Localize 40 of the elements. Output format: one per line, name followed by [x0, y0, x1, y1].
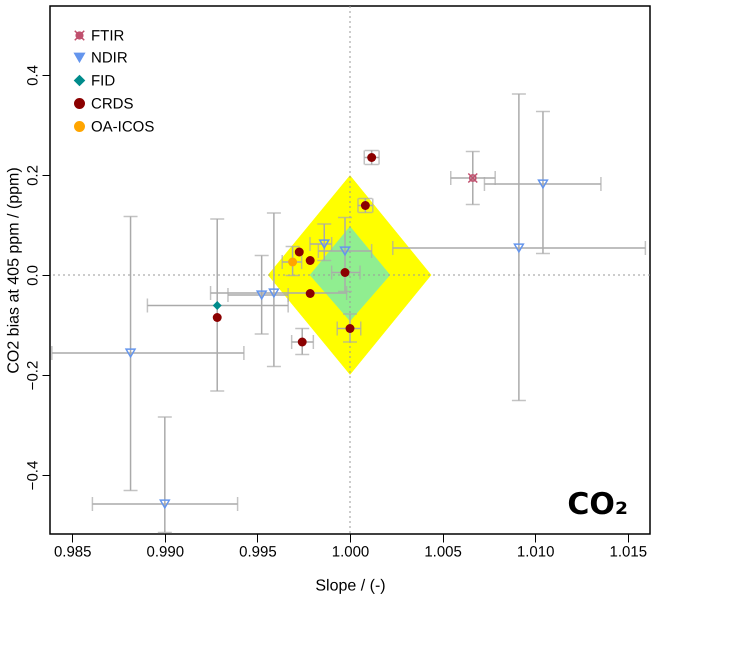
point	[340, 246, 350, 256]
x-tick-label: 1.010	[516, 544, 554, 560]
annotation: CO₂	[567, 487, 628, 522]
point	[288, 258, 298, 266]
x-tick-label: 1.005	[424, 544, 462, 560]
x-tick-label: 0.990	[146, 544, 184, 560]
point	[306, 289, 315, 298]
point	[319, 239, 330, 249]
point	[468, 172, 478, 184]
point	[160, 499, 170, 509]
legend-label: FID	[91, 72, 116, 90]
legend-label: OA-ICOS	[91, 118, 154, 136]
x-tick-label: 0.995	[239, 544, 277, 560]
point	[346, 324, 354, 333]
y-axis-title: CO2 bias at 405 ppm / (ppm)	[6, 167, 22, 374]
legend-label: FTIR	[91, 28, 124, 44]
point	[212, 301, 222, 310]
y-tick-label: −0.2	[24, 360, 42, 390]
point	[514, 243, 524, 253]
point	[294, 248, 304, 256]
legend-label: CRDS	[91, 96, 134, 112]
x-axis-title: Slope / (-)	[315, 578, 386, 594]
point	[268, 288, 280, 298]
point	[360, 201, 370, 210]
point	[256, 290, 267, 300]
legend-label: NDIR	[91, 50, 128, 66]
y-tick-label: −0.4	[24, 460, 42, 490]
point	[340, 268, 350, 277]
x-tick-label: 0.985	[54, 544, 92, 560]
point	[538, 179, 548, 189]
x-tick-label: 1.015	[610, 544, 648, 560]
y-tick-label: 0.0	[24, 265, 42, 286]
point	[306, 256, 315, 265]
point	[212, 313, 222, 322]
y-tick-label: 0.4	[24, 65, 42, 86]
point	[367, 153, 376, 162]
y-tick-label: 0.2	[24, 165, 42, 186]
point	[298, 338, 307, 346]
point	[125, 348, 136, 358]
x-tick-label: 1.000	[332, 544, 370, 560]
